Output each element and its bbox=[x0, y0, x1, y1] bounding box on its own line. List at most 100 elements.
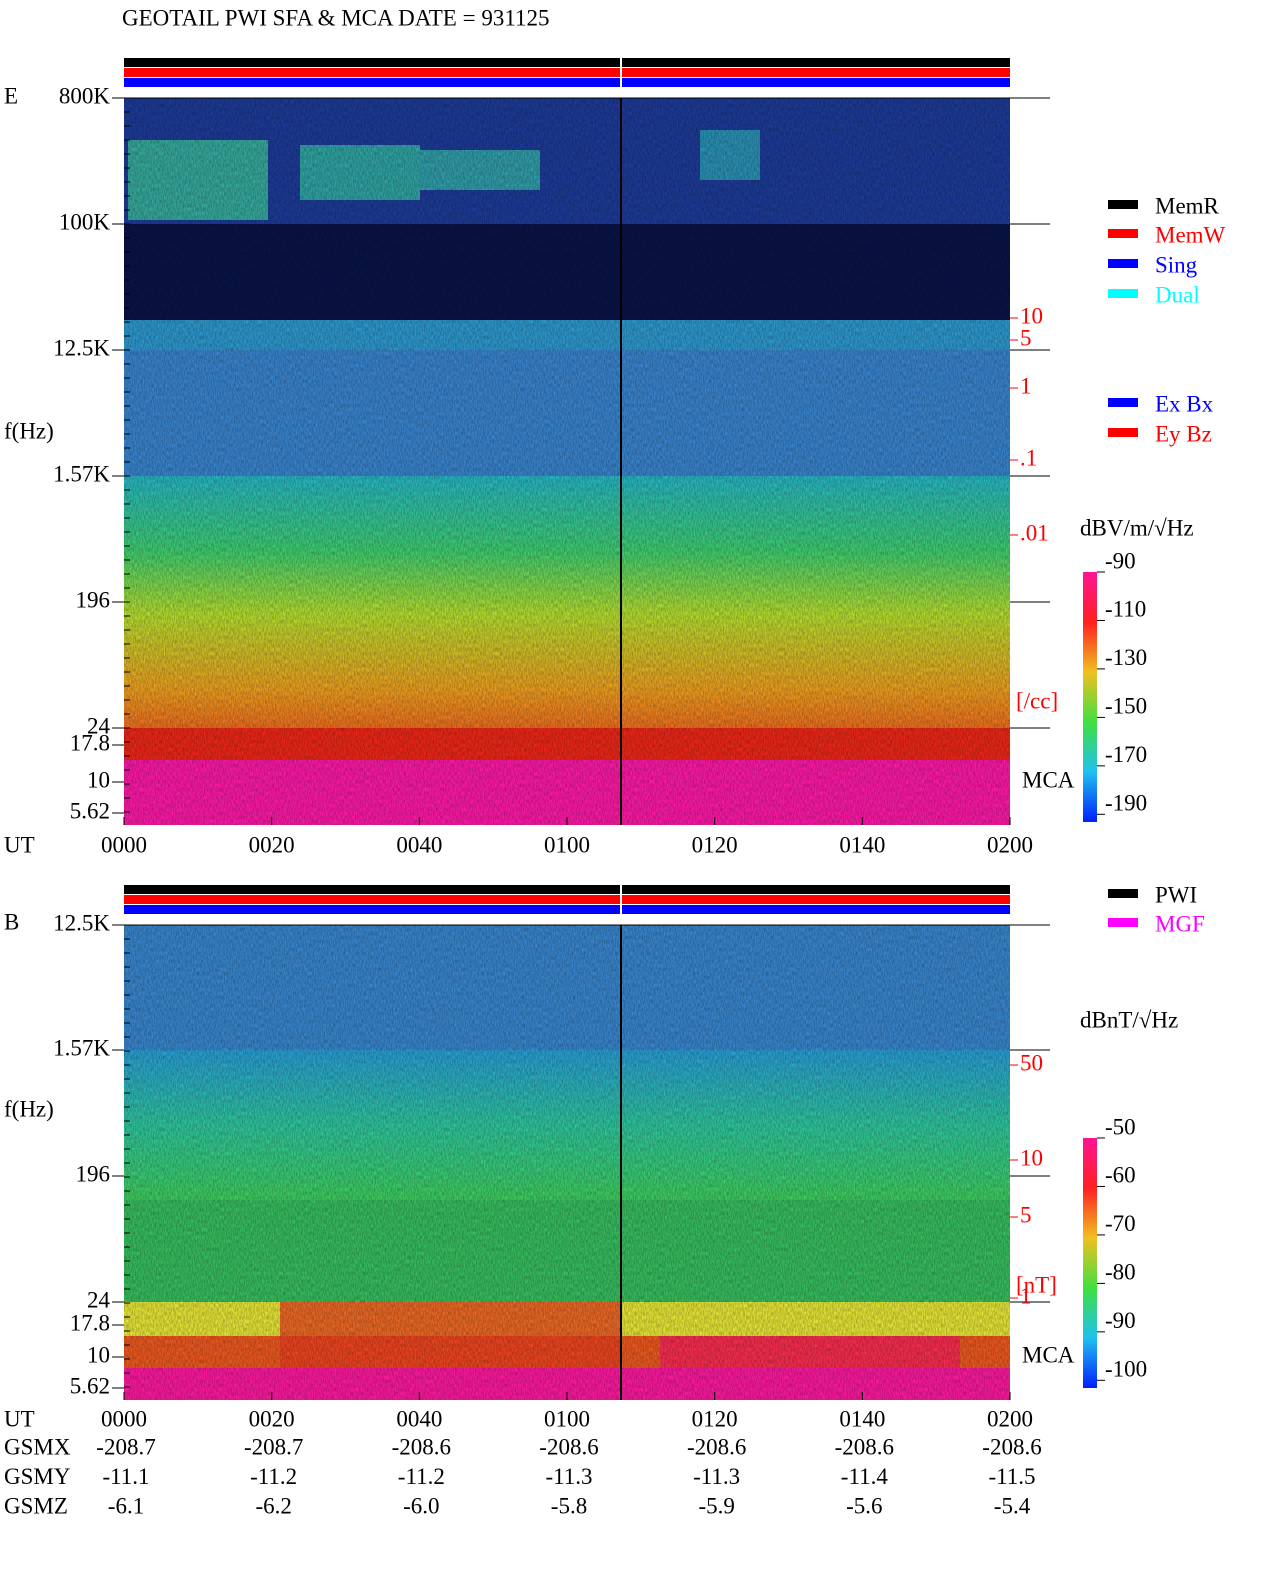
status-bar bbox=[124, 905, 1010, 914]
orbit-value: -11.4 bbox=[841, 1464, 889, 1489]
colorbar-tick-label: -80 bbox=[1105, 1260, 1136, 1285]
colorbar-tick-label: -100 bbox=[1105, 1357, 1147, 1382]
freq-tick-label: 196 bbox=[76, 1161, 111, 1186]
right-scale-label: 10 bbox=[1020, 303, 1043, 328]
legend-label: Dual bbox=[1155, 282, 1200, 307]
time-tick-label: 0120 bbox=[692, 1406, 738, 1431]
y-axis-label: f(Hz) bbox=[4, 1096, 54, 1121]
freq-tick-label: 1.57K bbox=[53, 461, 110, 486]
orbit-value: -11.3 bbox=[545, 1464, 592, 1489]
freq-tick-label: 10 bbox=[87, 1342, 110, 1367]
status-bar bbox=[124, 885, 1010, 894]
panel-label: B bbox=[4, 909, 19, 934]
freq-tick-label: 1.57K bbox=[53, 1035, 110, 1060]
freq-tick-label: 800K bbox=[59, 83, 111, 108]
freq-tick-label: 24 bbox=[87, 1287, 111, 1312]
orbit-value: -5.4 bbox=[994, 1493, 1031, 1518]
freq-tick-label: 17.8 bbox=[70, 1310, 110, 1335]
colorbar bbox=[1083, 1138, 1097, 1388]
colorbar-tick-label: -110 bbox=[1105, 597, 1146, 622]
legend-swatch bbox=[1108, 259, 1138, 268]
time-tick-label: 0200 bbox=[987, 832, 1033, 857]
orbit-value: -11.5 bbox=[988, 1464, 1035, 1489]
legend-swatch bbox=[1108, 289, 1138, 298]
right-unit: [nT] bbox=[1016, 1272, 1057, 1297]
colorbar-tick-label: -150 bbox=[1105, 694, 1147, 719]
orbit-value: -11.3 bbox=[693, 1464, 740, 1489]
orbit-value: -11.2 bbox=[250, 1464, 297, 1489]
freq-tick-label: 5.62 bbox=[70, 798, 110, 823]
right-scale-label: 1 bbox=[1020, 1283, 1032, 1308]
orbit-value: -11.2 bbox=[398, 1464, 445, 1489]
legend-label: Sing bbox=[1155, 252, 1198, 277]
right-scale-label: 10 bbox=[1020, 1145, 1043, 1170]
y-axis-label: f(Hz) bbox=[4, 418, 54, 443]
time-tick-label: 0000 bbox=[101, 1406, 147, 1431]
legend-label: Ey Bz bbox=[1155, 421, 1212, 446]
orbit-value: -11.1 bbox=[102, 1464, 149, 1489]
status-bar bbox=[124, 58, 1010, 67]
time-tick-label: 0140 bbox=[839, 1406, 885, 1431]
time-tick-label: 0040 bbox=[396, 1406, 442, 1431]
status-bar bbox=[124, 895, 1010, 904]
orbit-value: -208.6 bbox=[539, 1434, 598, 1459]
colorbar-title: dBnT/√Hz bbox=[1080, 1007, 1178, 1032]
freq-tick-label: 17.8 bbox=[70, 730, 110, 755]
time-tick-label: 0140 bbox=[839, 832, 885, 857]
time-tick-label: 0120 bbox=[692, 832, 738, 857]
colorbar-tick-label: -60 bbox=[1105, 1163, 1136, 1188]
legend-swatch bbox=[1108, 918, 1138, 927]
time-tick-label: 0040 bbox=[396, 832, 442, 857]
colorbar-tick-label: -130 bbox=[1105, 645, 1147, 670]
time-tick-label: 0100 bbox=[544, 1406, 590, 1431]
mca-label: MCA bbox=[1022, 1342, 1075, 1367]
legend-swatch bbox=[1108, 229, 1138, 238]
status-bar bbox=[124, 78, 1010, 87]
panel-label: E bbox=[4, 83, 18, 108]
orbit-value: -6.2 bbox=[255, 1493, 291, 1518]
freq-tick-label: 100K bbox=[59, 209, 111, 234]
freq-tick-label: 5.62 bbox=[70, 1373, 110, 1398]
colorbar-tick-label: -190 bbox=[1105, 791, 1147, 816]
orbit-value: -5.8 bbox=[551, 1493, 587, 1518]
legend-label: MGF bbox=[1155, 911, 1205, 936]
colorbar-tick-label: -170 bbox=[1105, 742, 1147, 767]
orbit-value: -208.6 bbox=[835, 1434, 894, 1459]
legend-label: MemR bbox=[1155, 193, 1220, 218]
legend-swatch bbox=[1108, 889, 1138, 898]
freq-tick-label: 12.5K bbox=[53, 335, 110, 360]
colorbar-tick-label: -50 bbox=[1105, 1114, 1136, 1139]
orbit-value: -6.0 bbox=[403, 1493, 439, 1518]
orbit-label: GSMZ bbox=[4, 1493, 68, 1518]
colorbar-tick-label: -90 bbox=[1105, 1308, 1136, 1333]
orbit-value: -208.7 bbox=[96, 1434, 155, 1459]
right-scale-label: 5 bbox=[1020, 325, 1032, 350]
right-scale-label: 50 bbox=[1020, 1050, 1043, 1075]
title: GEOTAIL PWI SFA & MCA DATE = 931125 bbox=[122, 5, 549, 30]
orbit-label: GSMY bbox=[4, 1464, 71, 1489]
orbit-value: -5.9 bbox=[698, 1493, 734, 1518]
right-scale-label: 1 bbox=[1020, 373, 1032, 398]
orbit-value: -6.1 bbox=[108, 1493, 144, 1518]
right-unit: [/cc] bbox=[1016, 688, 1058, 713]
freq-tick-label: 196 bbox=[76, 587, 111, 612]
freq-tick-label: 10 bbox=[87, 767, 110, 792]
orbit-value: -208.6 bbox=[392, 1434, 451, 1459]
legend-label: Ex Bx bbox=[1155, 391, 1214, 416]
time-tick-label: 0020 bbox=[249, 832, 295, 857]
legend-swatch bbox=[1108, 428, 1138, 437]
time-tick-label: 0020 bbox=[249, 1406, 295, 1431]
legend-swatch bbox=[1108, 398, 1138, 407]
freq-tick-label: 12.5K bbox=[53, 910, 110, 935]
orbit-value: -208.6 bbox=[982, 1434, 1041, 1459]
mca-label: MCA bbox=[1022, 767, 1075, 792]
right-scale-label: .1 bbox=[1020, 445, 1037, 470]
time-tick-label: 0100 bbox=[544, 832, 590, 857]
freq-tick-label: 24 bbox=[87, 713, 111, 738]
spectrogram-noise bbox=[124, 98, 1010, 825]
time-axis-label: UT bbox=[4, 1406, 35, 1431]
spectrogram-noise bbox=[124, 925, 1010, 1400]
legend-label: PWI bbox=[1155, 882, 1197, 907]
orbit-value: -5.6 bbox=[846, 1493, 882, 1518]
